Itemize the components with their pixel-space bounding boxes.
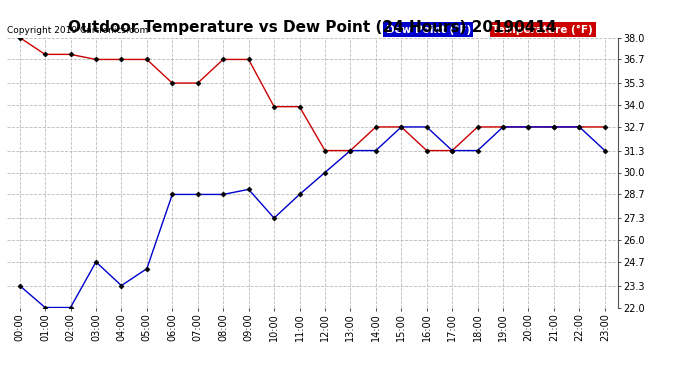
Text: Copyright 2019 Cartronics.com: Copyright 2019 Cartronics.com — [7, 26, 148, 35]
Title: Outdoor Temperature vs Dew Point (24 Hours) 20190414: Outdoor Temperature vs Dew Point (24 Hou… — [68, 20, 556, 35]
Text: Temperature (°F): Temperature (°F) — [493, 25, 593, 35]
Text: Dew Point (°F): Dew Point (°F) — [386, 25, 471, 35]
